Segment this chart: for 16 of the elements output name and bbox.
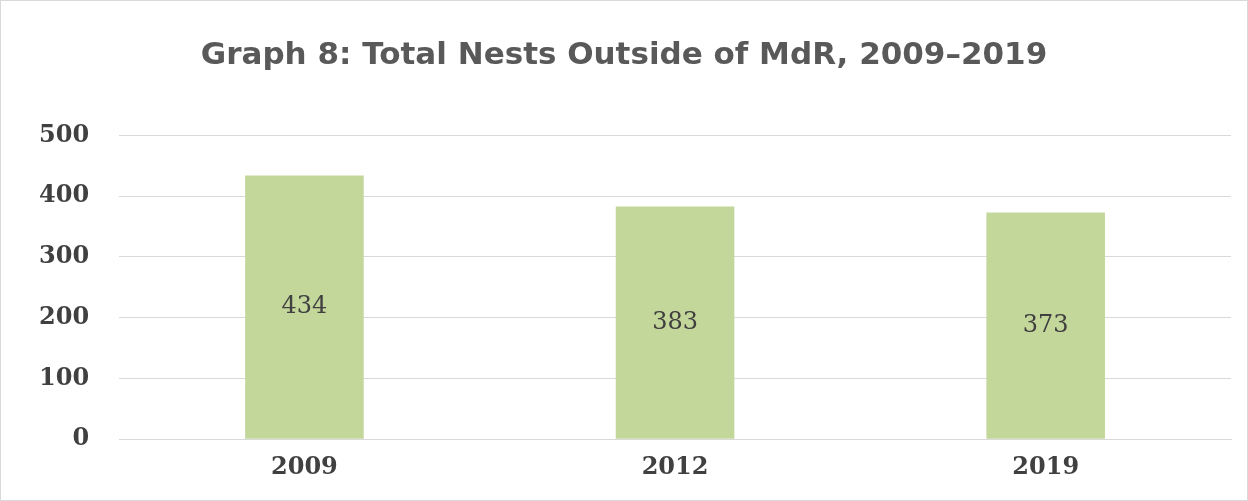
bar [615,206,735,439]
bar [986,212,1105,439]
y-tick-label: 0 [72,422,90,452]
y-tick-label: 100 [38,361,90,391]
x-tick-label: 2009 [271,450,338,480]
data-label: 373 [1022,309,1069,338]
x-tick-label: 2019 [1012,450,1080,480]
chart-title: Graph 8: Total Nests Outside of MdR, 2009–2019 [199,35,1049,71]
x-tick-label: 2012 [641,450,709,480]
y-tick-label: 400 [38,179,90,209]
bar [245,175,364,439]
data-label: 434 [281,291,328,320]
y-tick-label: 500 [38,118,90,148]
y-tick-label: 300 [38,240,90,270]
data-label: 383 [652,306,698,335]
y-tick-label: 200 [38,300,90,330]
